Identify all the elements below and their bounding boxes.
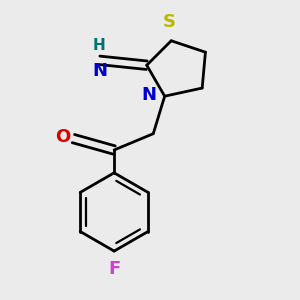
Text: H: H [93, 38, 106, 53]
Text: S: S [163, 13, 176, 31]
Text: O: O [55, 128, 70, 146]
Text: N: N [142, 85, 157, 103]
Text: F: F [108, 260, 120, 278]
Text: N: N [92, 62, 107, 80]
